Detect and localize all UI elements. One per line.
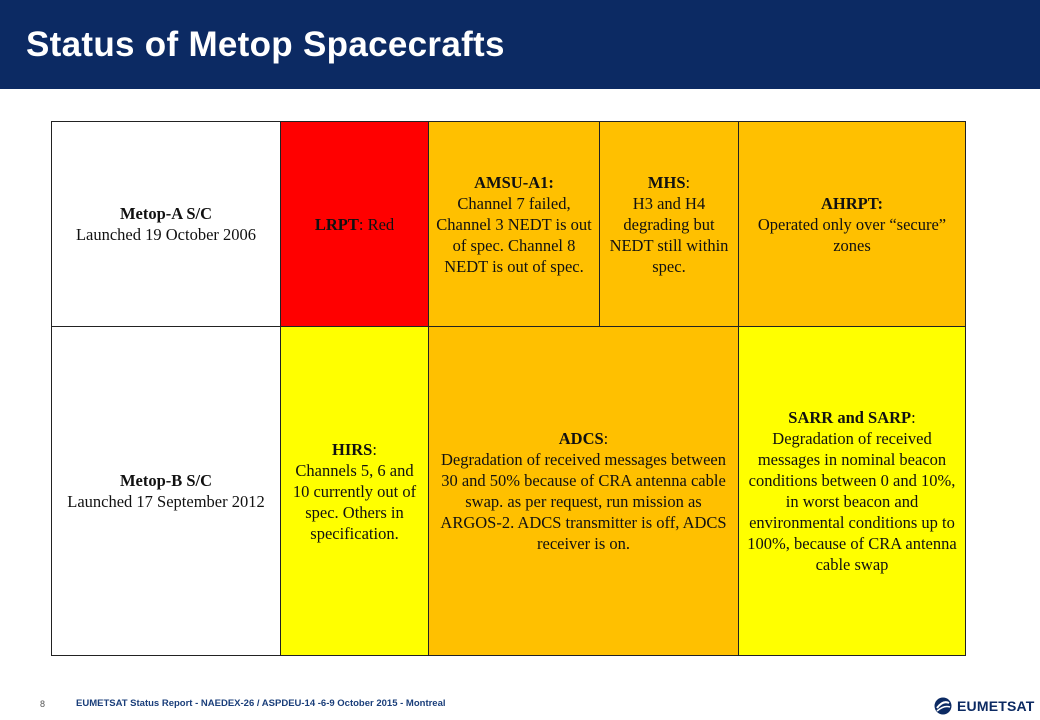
status-table: Metop-A S/C Launched 19 October 2006 LRP… — [51, 121, 966, 656]
title-bar: Status of Metop Spacecrafts — [0, 0, 1040, 89]
instrument-label: LRPT — [314, 214, 359, 234]
label-colon: : — [685, 172, 691, 192]
label-colon: : — [603, 429, 609, 448]
instrument-label: SARR and SARP — [788, 408, 912, 427]
spacecraft-name: Metop-B S/C — [119, 471, 213, 490]
page-number: 8 — [40, 699, 46, 709]
instrument-status: : Red — [358, 214, 395, 234]
footer-text: EUMETSAT Status Report - NAEDEX-26 / ASP… — [76, 698, 446, 709]
cell-ahrpt: AHRPT: Operated only over “secure” zones — [738, 121, 966, 327]
instrument-status: Channels 5, 6 and 10 currently out of sp… — [292, 460, 417, 543]
eumetsat-logo: EUMETSAT — [934, 697, 1035, 715]
label-colon: : — [911, 408, 916, 427]
cell-adcs: ADCS: Degradation of received messages b… — [428, 326, 739, 656]
instrument-status: H3 and H4 degrading but NEDT still withi… — [609, 193, 729, 276]
cell-metop-a: Metop-A S/C Launched 19 October 2006 — [51, 121, 281, 327]
cell-sarr-sarp: SARR and SARP: Degradation of received m… — [738, 326, 966, 656]
instrument-label: ADCS — [558, 429, 604, 448]
launch-date: Launched 19 October 2006 — [75, 225, 257, 244]
instrument-label: AHRPT: — [820, 193, 884, 213]
table-row-metop-b: Metop-B S/C Launched 17 September 2012 H… — [51, 326, 966, 656]
instrument-label: AMSU-A1: — [474, 172, 554, 192]
instrument-status: Degradation of received messages in nomi… — [747, 429, 957, 574]
cell-lrpt: LRPT: Red — [280, 121, 429, 327]
slide-title: Status of Metop Spacecrafts — [26, 25, 505, 64]
instrument-label: MHS — [647, 172, 686, 192]
cell-amsu: AMSU-A1: Channel 7 failed, Channel 3 NED… — [428, 121, 600, 327]
instrument-status: Operated only over “secure” zones — [757, 214, 947, 255]
eumetsat-logo-icon — [934, 697, 952, 715]
instrument-status: Degradation of received messages between… — [440, 450, 727, 553]
cell-hirs: HIRS: Channels 5, 6 and 10 currently out… — [280, 326, 429, 656]
spacecraft-name: Metop-A S/C — [119, 204, 213, 223]
label-colon: : — [372, 439, 377, 459]
table-row-metop-a: Metop-A S/C Launched 19 October 2006 LRP… — [51, 121, 966, 327]
instrument-label: HIRS — [332, 439, 373, 459]
cell-metop-b: Metop-B S/C Launched 17 September 2012 — [51, 326, 281, 656]
launch-date: Launched 17 September 2012 — [67, 492, 265, 511]
instrument-status: Channel 7 failed, Channel 3 NEDT is out … — [436, 193, 592, 276]
logo-text: EUMETSAT — [957, 698, 1035, 714]
cell-mhs: MHS: H3 and H4 degrading but NEDT still … — [599, 121, 739, 327]
